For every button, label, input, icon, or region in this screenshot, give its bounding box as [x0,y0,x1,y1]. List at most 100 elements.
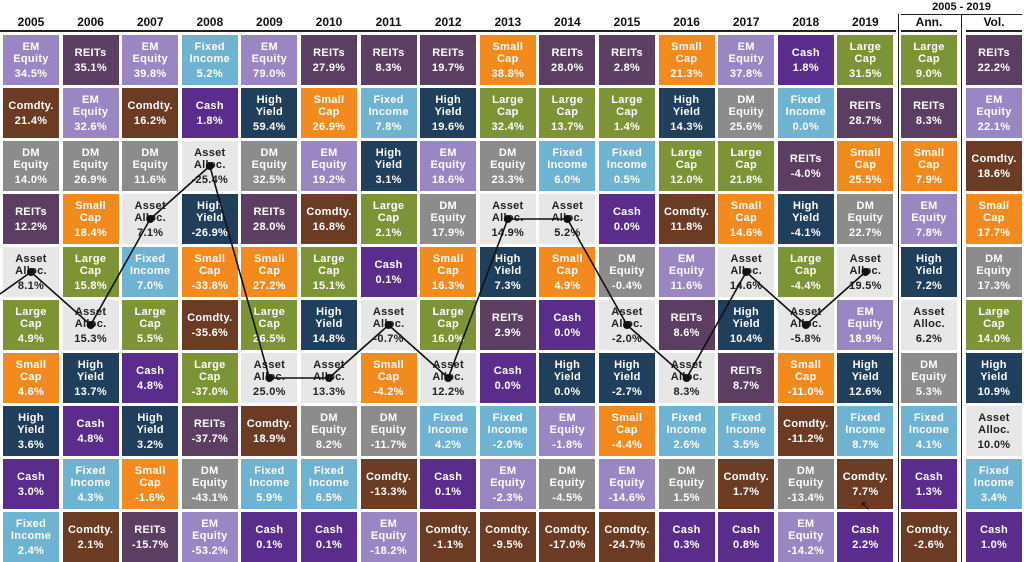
asset-label: DM Equity [609,252,645,277]
return-value: 0.1% [315,538,343,551]
asset-label: Cash [732,523,761,536]
asset-label: Cash [493,364,522,377]
asset-cell: Small Cap 18.4% [62,194,119,244]
asset-cell: Fixed Income 0.0% [777,88,834,138]
return-value: 1.0% [980,538,1008,551]
asset-cell: REITs 2.9% [479,300,536,350]
asset-cell: Large Cap -4.4% [777,247,834,297]
asset-label: REITs [913,99,945,112]
asset-cell: EM Equity 7.8% [901,194,957,244]
return-value: 12.2% [14,220,48,233]
asset-label: Comdty. [971,152,1017,165]
return-value: 39.8% [133,67,167,80]
asset-label: Comdty. [187,311,233,324]
asset-cell: Small Cap 27.2% [241,247,298,297]
span-header: 2005 - 2019 [932,1,991,13]
column-header: 2016 [673,15,700,29]
asset-label: Fixed Income [368,93,409,118]
return-value: 19.2% [312,173,346,186]
asset-label: Asset Alloc. [134,199,167,224]
return-value: 25.6% [729,120,763,133]
asset-cell: REITs 2.8% [599,35,655,85]
asset-label: Comdty. [723,470,769,483]
return-value: 8.3% [915,114,943,127]
asset-cell: Asset Alloc. 15.3% [62,300,119,350]
asset-cell: Cash 0.1% [241,512,298,562]
asset-label: EM Equity [668,252,705,277]
return-value: 19.6% [431,120,465,133]
column-header: Ann. [915,15,943,29]
return-value: -4.1% [790,226,821,239]
asset-cell: REITs 27.9% [301,35,357,85]
asset-cell: Comdty. -2.6% [901,512,957,562]
return-value: 28.0% [253,220,286,233]
return-value: 17.3% [977,279,1011,292]
asset-cell: DM Equity 25.6% [718,88,775,138]
asset-label: Small Cap [611,411,643,436]
asset-cell: Large Cap 31.5% [837,35,894,85]
return-value: -0.7% [373,332,404,345]
return-value: 7.8% [375,120,402,133]
asset-cell: EM Equity -14.6% [599,459,655,509]
asset-label: Small Cap [551,252,583,277]
return-value: 0.0% [494,379,521,392]
return-value: 0.1% [256,538,283,551]
asset-label: Cash [255,523,284,536]
asset-label: Comdty. [604,523,650,536]
asset-cell: DM Equity 17.3% [966,247,1022,297]
asset-label: EM Equity [728,40,764,65]
asset-label: Large Cap [313,252,345,277]
asset-cell: Asset Alloc. -5.8% [777,300,834,350]
asset-cell: Cash 0.0% [539,300,596,350]
asset-label: REITs [432,46,465,59]
asset-label: EM Equity [311,146,347,171]
asset-label: High Yield [613,358,641,383]
asset-cell: Comdty. 1.7% [718,459,775,509]
asset-label: Asset Alloc. [253,358,286,383]
return-value: -33.8% [191,279,229,292]
asset-label: Fixed Income [428,411,469,436]
asset-label: Asset Alloc. [74,305,107,330]
asset-cell: Large Cap 16.0% [420,300,477,350]
return-value: -26.9% [191,226,229,239]
return-value: 14.9% [491,226,525,239]
asset-cell: Small Cap 4.9% [539,247,596,297]
asset-cell: Fixed Income 3.5% [718,406,775,456]
asset-label: Comdty. [544,523,591,536]
return-value: 0.0% [613,220,641,233]
asset-label: REITs [313,46,345,59]
asset-cell: High Yield 0.0% [539,353,596,403]
asset-label: Asset Alloc. [670,358,703,383]
asset-label: Small Cap [253,252,285,277]
asset-label: High Yield [915,252,943,277]
asset-label: EM Equity [847,305,884,330]
asset-label: DM Equity [490,146,526,171]
asset-cell: Large Cap 9.0% [901,35,957,85]
asset-cell: Comdty. 2.1% [62,512,119,562]
return-value: -1.1% [433,538,464,551]
asset-label: DM Equity [788,464,824,489]
return-value: 26.9% [74,173,107,186]
asset-label: Asset Alloc. [730,252,763,277]
asset-cell: Small Cap 21.3% [658,35,715,85]
return-value: 16.3% [431,279,465,292]
return-value: 13.7% [551,120,584,133]
asset-label: DM Equity [311,411,347,436]
asset-cell: EM Equity 19.2% [301,141,357,191]
asset-cell: High Yield 14.8% [301,300,357,350]
return-value: 0.3% [673,538,700,551]
column-header: 2014 [554,15,581,29]
return-value: 4.1% [915,438,943,451]
return-value: 6.5% [315,491,343,504]
asset-cell: Cash 1.0% [966,512,1022,562]
asset-cell: Comdty. -9.5% [479,512,536,562]
asset-label: High Yield [732,305,760,330]
column-header: 2009 [256,15,283,29]
asset-label: Large Cap [790,252,822,277]
return-value: 4.6% [17,385,45,398]
return-value: -17.0% [549,538,586,551]
asset-label: Fixed Income [487,411,528,436]
asset-label: Cash [979,523,1009,536]
asset-label: Cash [314,523,344,536]
